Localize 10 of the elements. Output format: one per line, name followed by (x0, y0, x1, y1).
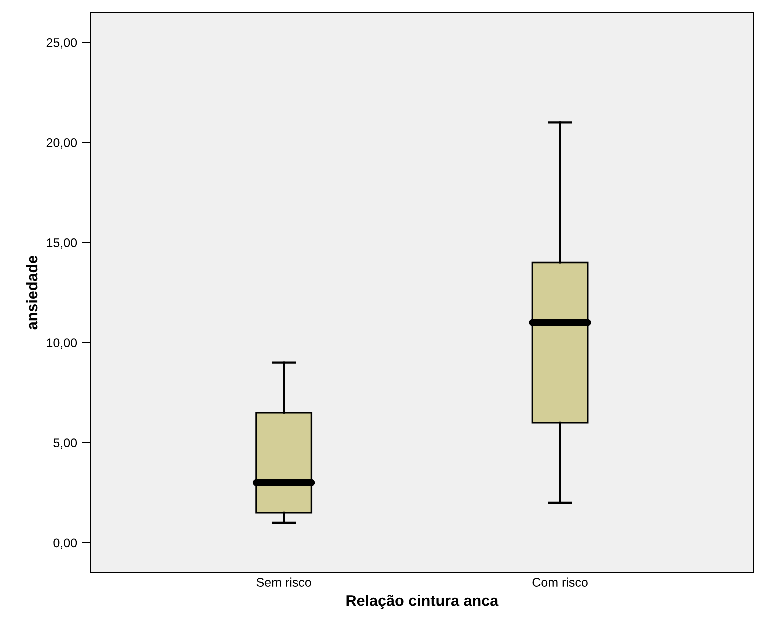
y-tick-label: 0,00 (54, 538, 78, 550)
y-tick-label: 15,00 (47, 238, 78, 249)
y-tick-label: 10,00 (47, 338, 78, 349)
x-axis-title: Relação cintura anca (346, 595, 499, 610)
y-tick-label: 5,00 (54, 438, 78, 449)
y-tick-label: 20,00 (46, 138, 78, 149)
x-tick-label: Com risco (532, 578, 588, 587)
y-axis-title: ansiedade (26, 256, 38, 330)
x-tick-label: Sem risco (256, 578, 312, 587)
y-tick-label: 25,00 (46, 38, 78, 49)
